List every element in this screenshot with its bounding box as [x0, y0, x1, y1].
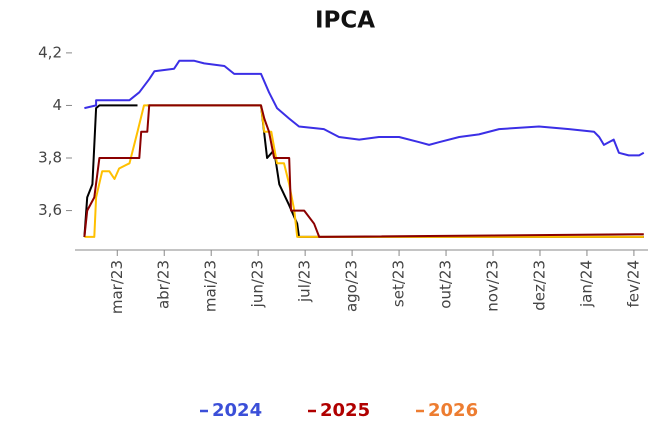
x-tick-label: jun/23: [249, 260, 267, 308]
series-line: [84, 59, 645, 157]
legend-label: 2025: [320, 400, 370, 421]
series-line: [83, 104, 644, 238]
series-line: [83, 104, 644, 238]
chart-title: IPCA: [315, 8, 375, 34]
x-tick-label: dez/23: [530, 260, 548, 311]
x-tick-label: abr/23: [155, 260, 173, 309]
y-tick-label: 4: [52, 96, 62, 114]
legend-label: 2026: [428, 400, 478, 421]
x-tick-label: fev/24: [624, 260, 642, 308]
x-tick-label: mar/23: [108, 260, 126, 314]
x-tick-label: nov/23: [484, 260, 502, 312]
x-tick-label: out/23: [437, 260, 455, 309]
x-tick-label: set/23: [390, 260, 408, 307]
x-tick-label: ago/23: [343, 260, 361, 312]
legend-label: 2024: [212, 400, 262, 421]
y-tick-label: 3,6: [38, 201, 62, 219]
x-tick-label: mai/23: [202, 260, 220, 312]
x-tick-label: jul/23: [296, 260, 314, 303]
x-tick-label: jan/24: [577, 260, 595, 308]
series-line: [84, 104, 644, 238]
y-tick-label: 4,2: [38, 43, 62, 61]
y-tick-label: 3,8: [38, 149, 62, 167]
